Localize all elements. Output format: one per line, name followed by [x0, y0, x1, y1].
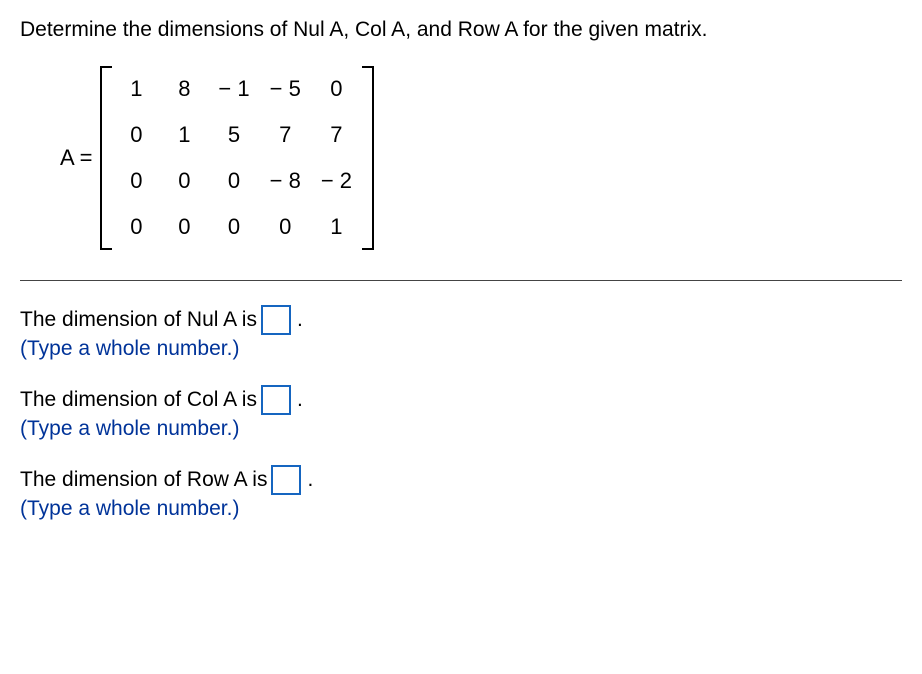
matrix-cell: 8 [160, 66, 208, 112]
matrix-cell: 0 [160, 204, 208, 250]
matrix-cell: 0 [208, 204, 259, 250]
matrix-cell: 0 [311, 66, 362, 112]
matrix-cell: 5 [208, 112, 259, 158]
answer-period: . [307, 468, 313, 492]
matrix-cell: 0 [160, 158, 208, 204]
col-dimension-input[interactable] [261, 385, 291, 415]
answer-period: . [297, 388, 303, 412]
matrix-row: 0 1 5 7 7 [112, 112, 362, 158]
matrix-cell: 0 [260, 204, 311, 250]
matrix-cell: − 5 [260, 66, 311, 112]
question-text: Determine the dimensions of Nul A, Col A… [20, 18, 902, 42]
matrix-cell: 7 [311, 112, 362, 158]
answer-line-row: The dimension of Row A is . [20, 465, 902, 495]
matrix-cell: 1 [311, 204, 362, 250]
matrix-row: 1 8 − 1 − 5 0 [112, 66, 362, 112]
separator [20, 280, 902, 281]
nul-dimension-input[interactable] [261, 305, 291, 335]
matrix-cell: − 1 [208, 66, 259, 112]
row-dimension-input[interactable] [271, 465, 301, 495]
matrix-cell: 1 [112, 66, 160, 112]
matrix-cell: 0 [208, 158, 259, 204]
matrix-label: A = [60, 145, 92, 171]
matrix-equation: A = 1 8 − 1 − 5 0 0 1 5 7 7 0 0 0 − 8 [60, 66, 902, 250]
matrix-cell: 0 [112, 204, 160, 250]
matrix-bracket-right [362, 66, 374, 250]
matrix-cell: 0 [112, 112, 160, 158]
answer-hint: (Type a whole number.) [20, 497, 902, 521]
matrix-cell: 1 [160, 112, 208, 158]
matrix-table: 1 8 − 1 − 5 0 0 1 5 7 7 0 0 0 − 8 − 2 [112, 66, 362, 250]
answer-hint: (Type a whole number.) [20, 417, 902, 441]
answer-line-col: The dimension of Col A is . [20, 385, 902, 415]
matrix-cell: − 2 [311, 158, 362, 204]
answer-hint: (Type a whole number.) [20, 337, 902, 361]
matrix-row: 0 0 0 − 8 − 2 [112, 158, 362, 204]
matrix-row: 0 0 0 0 1 [112, 204, 362, 250]
answer-line-nul: The dimension of Nul A is . [20, 305, 902, 335]
matrix-cell: 7 [260, 112, 311, 158]
answer-prompt: The dimension of Row A is [20, 468, 267, 492]
matrix-cell: 0 [112, 158, 160, 204]
answer-prompt: The dimension of Col A is [20, 388, 257, 412]
matrix-bracket-left [100, 66, 112, 250]
answer-period: . [297, 308, 303, 332]
matrix-cell: − 8 [260, 158, 311, 204]
answer-prompt: The dimension of Nul A is [20, 308, 257, 332]
